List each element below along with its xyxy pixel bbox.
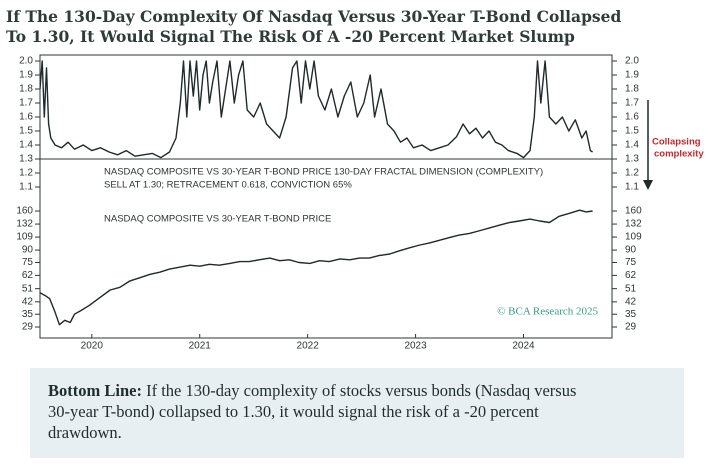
side-note: complexity	[654, 149, 704, 160]
bottom-line-text: drawdown.	[48, 423, 122, 442]
chart: If The 130-Day Complexity Of Nasdaq Vers…	[6, 7, 704, 352]
y-tick-label: 109	[625, 232, 642, 243]
y-tick-label: 62	[625, 270, 637, 281]
x-tick-label: 2021	[189, 341, 212, 352]
y-tick-label: 29	[625, 322, 637, 333]
y-tick-label: 35	[625, 309, 637, 320]
y-tick-label: 90	[625, 245, 637, 256]
x-tick-label: 2020	[81, 341, 104, 352]
series-line	[40, 60, 593, 159]
y-tick-label: 29	[22, 322, 34, 333]
y-tick-label: 1.9	[19, 70, 33, 81]
x-tick-label: 2022	[297, 341, 320, 352]
y-tick-label: 35	[22, 309, 34, 320]
y-tick-label: 75	[625, 257, 637, 268]
y-tick-label: 1.9	[625, 70, 639, 81]
arrow-head	[643, 180, 653, 190]
y-tick-label: 160	[625, 206, 642, 217]
y-tick-label: 1.2	[625, 168, 639, 179]
y-tick-label: 1.6	[625, 112, 639, 123]
plot-frame	[39, 54, 613, 339]
annotation: NASDAQ COMPOSITE VS 30-YEAR T-BOND PRICE…	[104, 167, 543, 178]
bottom-line: Bottom Line: If the 130-day complexity o…	[30, 368, 684, 458]
y-tick-label: 1.7	[625, 98, 639, 109]
y-tick-label: 1.8	[625, 84, 639, 95]
bottom-line-text: If the 130-day complexity of stocks vers…	[146, 381, 577, 400]
series-line	[39, 209, 593, 326]
bottom-line-label: Bottom Line:	[48, 381, 142, 400]
y-tick-label: 1.2	[19, 168, 33, 179]
y-tick-label: 90	[22, 245, 34, 256]
y-tick-label: 62	[22, 270, 34, 281]
y-tick-label: 51	[22, 283, 34, 294]
y-tick-label: 132	[16, 219, 33, 230]
y-tick-label: 1.1	[625, 182, 639, 193]
y-tick-label: 75	[22, 257, 34, 268]
side-note: Collapsing	[652, 137, 701, 148]
y-tick-label: 51	[625, 283, 637, 294]
y-tick-label: 1.3	[19, 154, 33, 165]
y-tick-label: 1.1	[19, 182, 33, 193]
y-tick-label: 42	[625, 296, 637, 307]
y-tick-label: 1.5	[19, 126, 33, 137]
y-tick-label: 2.0	[625, 56, 639, 67]
y-tick-label: 160	[16, 206, 33, 217]
y-tick-label: 42	[22, 296, 34, 307]
y-tick-label: 132	[625, 219, 642, 230]
y-tick-label: 2.0	[19, 56, 33, 67]
annotation: NASDAQ COMPOSITE VS 30-YEAR T-BOND PRICE	[104, 214, 331, 225]
chart-title: To 1.30, It Would Signal The Risk Of A -…	[6, 27, 575, 46]
y-tick-label: 109	[16, 232, 33, 243]
y-tick-label: 1.5	[625, 126, 639, 137]
x-tick-label: 2024	[512, 341, 535, 352]
chart-title: If The 130-Day Complexity Of Nasdaq Vers…	[6, 7, 622, 26]
bottom-line-text: 30-year T-bond) collapsed to 1.30, it wo…	[48, 402, 539, 421]
y-tick-label: 1.7	[19, 98, 33, 109]
y-tick-label: 1.6	[19, 112, 33, 123]
annotation: SELL AT 1.30; RETRACEMENT 0.618, CONVICT…	[104, 180, 352, 191]
y-tick-label: 1.4	[19, 140, 33, 151]
y-tick-label: 1.8	[19, 84, 33, 95]
y-tick-label: 1.4	[625, 140, 639, 151]
source: © BCA Research 2025	[497, 306, 598, 318]
y-tick-label: 1.3	[625, 154, 639, 165]
x-tick-label: 2023	[404, 341, 427, 352]
